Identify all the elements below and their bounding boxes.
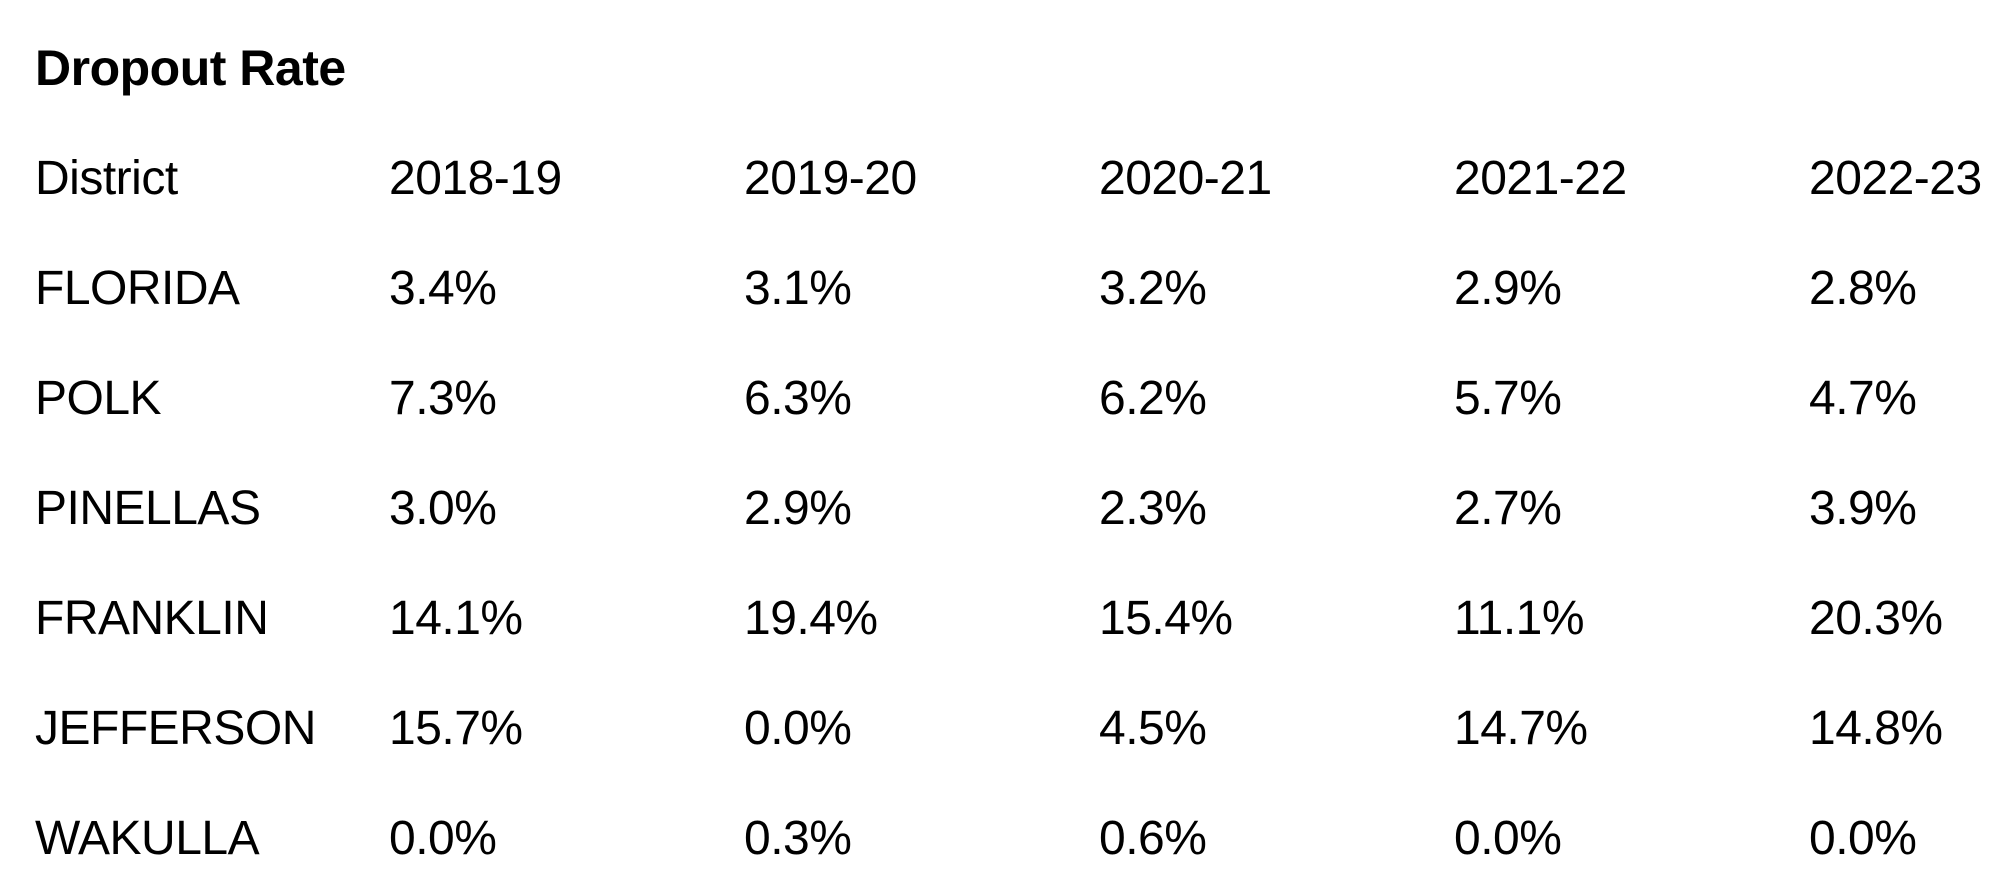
column-header-2020-21: 2020-21 — [1099, 151, 1272, 205]
value-cell: 0.0% — [1454, 811, 1562, 865]
value-cell: 3.2% — [1099, 261, 1207, 315]
value-cell: 2.8% — [1809, 261, 1917, 315]
value-cell: 6.3% — [744, 371, 852, 425]
value-cell: 3.0% — [389, 481, 497, 535]
value-cell: 4.5% — [1099, 701, 1207, 755]
value-cell: 14.8% — [1809, 701, 1943, 755]
dropout-rate-table: District 2018-19 2019-20 2020-21 2021-22… — [35, 123, 1985, 893]
value-cell: 4.7% — [1809, 371, 1917, 425]
district-cell: FLORIDA — [35, 261, 240, 315]
value-cell: 3.4% — [389, 261, 497, 315]
value-cell: 3.1% — [744, 261, 852, 315]
district-cell: JEFFERSON — [35, 701, 316, 755]
value-cell: 20.3% — [1809, 591, 1943, 645]
value-cell: 0.3% — [744, 811, 852, 865]
value-cell: 0.6% — [1099, 811, 1207, 865]
value-cell: 19.4% — [744, 591, 878, 645]
value-cell: 3.9% — [1809, 481, 1917, 535]
value-cell: 2.9% — [1454, 261, 1562, 315]
column-header-2021-22: 2021-22 — [1454, 151, 1627, 205]
column-header-2019-20: 2019-20 — [744, 151, 917, 205]
value-cell: 6.2% — [1099, 371, 1207, 425]
value-cell: 2.9% — [744, 481, 852, 535]
district-cell: WAKULLA — [35, 811, 260, 865]
value-cell: 15.4% — [1099, 591, 1233, 645]
column-header-district: District — [35, 151, 178, 205]
value-cell: 0.0% — [389, 811, 497, 865]
value-cell: 7.3% — [389, 371, 497, 425]
column-header-2022-23: 2022-23 — [1809, 151, 1982, 205]
district-cell: PINELLAS — [35, 481, 261, 535]
value-cell: 14.1% — [389, 591, 523, 645]
value-cell: 14.7% — [1454, 701, 1588, 755]
column-header-2018-19: 2018-19 — [389, 151, 562, 205]
district-cell: FRANKLIN — [35, 591, 269, 645]
value-cell: 0.0% — [1809, 811, 1917, 865]
value-cell: 0.0% — [744, 701, 852, 755]
district-cell: POLK — [35, 371, 162, 425]
value-cell: 11.1% — [1454, 591, 1585, 645]
value-cell: 2.7% — [1454, 481, 1562, 535]
value-cell: 5.7% — [1454, 371, 1562, 425]
value-cell: 15.7% — [389, 701, 523, 755]
value-cell: 2.3% — [1099, 481, 1207, 535]
page-title: Dropout Rate — [35, 40, 346, 96]
